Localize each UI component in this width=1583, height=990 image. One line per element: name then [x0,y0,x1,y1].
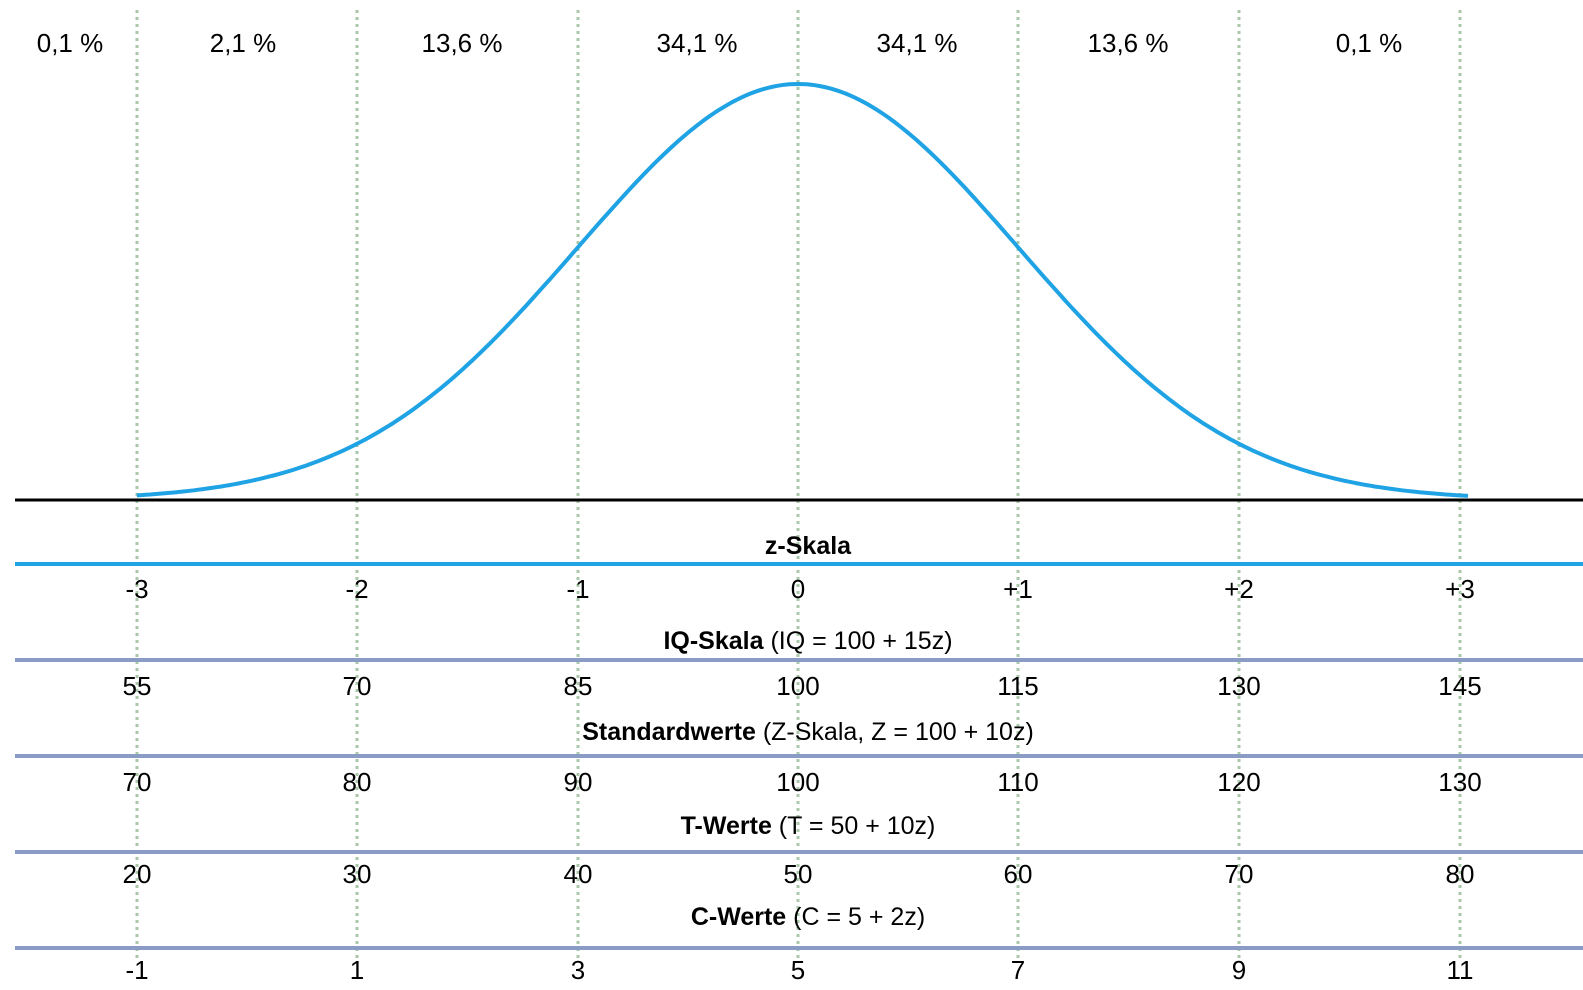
scale-tick-label: 130 [1217,671,1261,701]
scale-title: Standardwerte (Z-Skala, Z = 100 + 10z) [582,718,1034,747]
scale-tick-label: 100 [776,767,820,797]
scale-tick-label: -1 [566,574,590,604]
scale-line [15,754,1583,758]
scale-title-bold: T-Werte [680,812,772,840]
scale-tick-label: 130 [1438,767,1482,797]
scale-tick-label: 9 [1231,955,1247,985]
scale-tick-label: 5 [790,955,806,985]
percentage-label: 13,6 % [1087,28,1169,58]
scale-title: C-Werte (C = 5 + 2z) [691,903,925,932]
scale-title-formula: (Z-Skala, Z = 100 + 10z) [755,718,1034,746]
scale-tick-label: -3 [125,574,149,604]
percentage-label: 34,1 % [656,28,738,58]
scale-line [15,946,1583,950]
bell-curve [136,81,1469,498]
percentage-label: 34,1 % [876,28,958,58]
percentage-label: 13,6 % [421,28,503,58]
scale-tick-label: 55 [122,671,152,701]
scale-tick-label: 1 [349,955,365,985]
scale-tick-label: 7 [1010,955,1026,985]
scale-line [15,658,1583,662]
scale-title-formula: (T = 50 + 10z) [771,812,936,840]
scale-tick-label: 11 [1446,955,1474,985]
scale-title-bold: z-Skala [764,532,852,560]
scale-line [15,562,1583,566]
scale-tick-label: 0 [790,574,806,604]
scale-tick-label: -2 [345,574,369,604]
scale-title: T-Werte (T = 50 + 10z) [681,812,936,841]
scale-tick-label: +3 [1445,574,1475,604]
scale-tick-label: +1 [1003,574,1033,604]
scale-tick-label: +2 [1224,574,1254,604]
scale-line [15,850,1583,854]
scale-tick-label: 145 [1438,671,1482,701]
scale-tick-label: 30 [342,859,372,889]
percentage-label: 0,1 % [36,28,104,58]
scale-tick-label: 70 [342,671,372,701]
scale-title-bold: C-Werte [690,903,787,931]
scale-tick-label: 80 [342,767,372,797]
scale-title-bold: Standardwerte [582,718,756,746]
scale-tick-label: 70 [122,767,152,797]
scale-tick-label: 50 [783,859,813,889]
scale-title: z-Skala [765,532,851,561]
scale-tick-label: 100 [776,671,820,701]
scale-tick-label: 85 [563,671,593,701]
scale-tick-label: 20 [122,859,152,889]
scale-title-bold: IQ-Skala [663,627,764,655]
scale-tick-label: 115 [997,671,1039,701]
scale-tick-label: -1 [125,955,149,985]
scale-title-formula: (C = 5 + 2z) [786,903,926,931]
scale-tick-label: 110 [997,767,1039,797]
scale-title: IQ-Skala (IQ = 100 + 15z) [663,627,952,656]
scale-tick-label: 40 [563,859,593,889]
scale-tick-label: 3 [570,955,586,985]
scale-tick-label: 90 [563,767,593,797]
sigma-gridlines [135,10,1462,960]
scale-tick-label: 70 [1224,859,1254,889]
scale-tick-label: 80 [1445,859,1475,889]
percentage-label: 0,1 % [1335,28,1403,58]
scale-tick-label: 60 [1003,859,1033,889]
scale-title-formula: (IQ = 100 + 15z) [763,627,953,655]
scale-tick-label: 120 [1217,767,1261,797]
percentage-label: 2,1 % [209,28,277,58]
